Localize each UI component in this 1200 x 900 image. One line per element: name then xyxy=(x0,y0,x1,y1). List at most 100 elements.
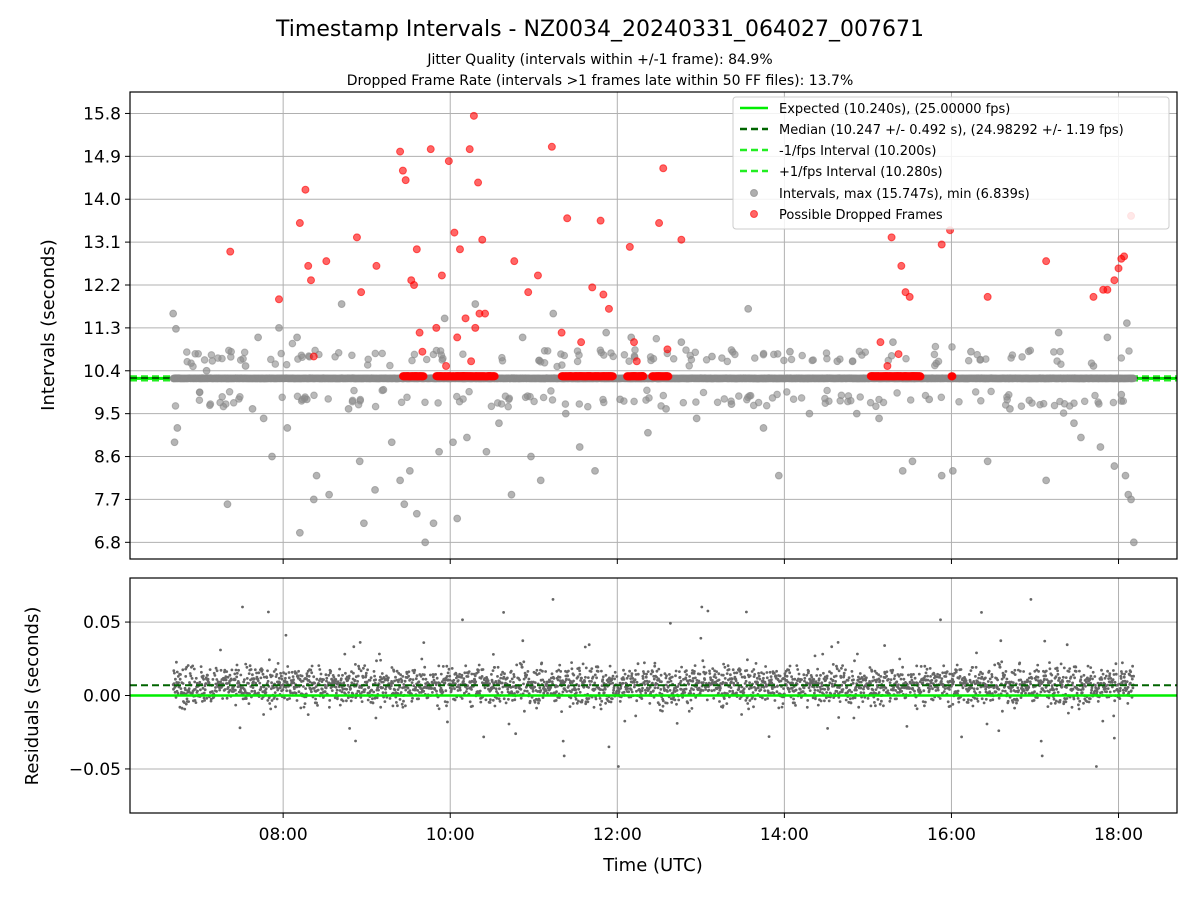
residual-point xyxy=(289,691,292,695)
residual-point xyxy=(496,675,499,678)
residual-point xyxy=(176,691,180,695)
residual-point xyxy=(302,685,305,688)
residual-point xyxy=(359,669,363,673)
residual-point xyxy=(586,676,590,679)
interval-point xyxy=(194,350,202,358)
interval-point xyxy=(727,397,735,406)
dropped-frame-point xyxy=(625,242,634,251)
interval-point xyxy=(240,348,249,357)
interval-point xyxy=(360,519,368,528)
residual-point xyxy=(173,671,176,675)
dropped-frame-point xyxy=(469,111,478,120)
residual-point xyxy=(523,709,526,713)
residual-point xyxy=(357,690,361,693)
interval-point xyxy=(241,362,250,370)
residual-point xyxy=(563,680,567,684)
residual-point xyxy=(243,678,246,681)
residual-point xyxy=(494,687,498,691)
residual-point xyxy=(458,686,462,690)
residual-point xyxy=(611,691,615,695)
interval-point xyxy=(229,399,238,407)
dropped-frame-point xyxy=(883,362,892,371)
residual-point xyxy=(245,677,249,680)
residual-point xyxy=(623,672,627,676)
residual-point xyxy=(685,673,689,676)
residual-point xyxy=(356,680,359,683)
interval-point xyxy=(1087,359,1096,368)
dropped-frame-point xyxy=(274,295,283,304)
residual-point xyxy=(604,673,608,677)
residual-point xyxy=(763,680,767,684)
interval-point xyxy=(780,356,788,365)
legend-label-plus-frame: +1/fps Interval (10.280s) xyxy=(779,165,943,180)
residual-point xyxy=(501,670,504,674)
residual-point xyxy=(314,697,317,701)
residual-point xyxy=(177,681,181,684)
residual-point xyxy=(484,698,488,702)
residual-point xyxy=(684,676,688,680)
dropped-frame-point xyxy=(437,271,446,280)
residual-point xyxy=(569,696,573,700)
interval-point xyxy=(691,348,700,357)
residual-point xyxy=(190,677,194,680)
residual-point xyxy=(262,685,266,689)
residual-point xyxy=(719,686,722,690)
residual-point xyxy=(330,677,333,681)
residual-point xyxy=(645,672,648,676)
interval-point xyxy=(727,346,736,354)
residual-point xyxy=(535,668,539,672)
residual-point xyxy=(398,698,402,701)
residual-point xyxy=(498,699,502,703)
interval-point xyxy=(195,396,204,405)
residual-point xyxy=(765,671,769,674)
residual-point xyxy=(186,664,190,667)
interval-point xyxy=(169,309,178,318)
residual-point xyxy=(346,683,350,687)
interval-point xyxy=(408,356,416,365)
dropped-frame-point xyxy=(577,338,586,347)
residual-point xyxy=(339,677,343,681)
residual-point xyxy=(701,689,705,692)
interval-point xyxy=(527,452,535,461)
interval-point xyxy=(723,357,732,366)
interval-point xyxy=(599,395,607,404)
dropped-frame-point xyxy=(352,233,361,242)
residual-point xyxy=(443,700,447,703)
interval-point xyxy=(487,402,496,411)
residual-point xyxy=(245,665,249,669)
residual-point xyxy=(748,674,752,678)
residual-point xyxy=(523,689,527,693)
residual-point xyxy=(460,673,464,677)
residual-point xyxy=(215,678,219,681)
residual-point xyxy=(293,687,296,691)
residual-point xyxy=(234,703,238,707)
residual-point xyxy=(535,673,539,676)
residual-point xyxy=(453,698,457,702)
residual-point xyxy=(626,687,630,690)
dropped-frame-point xyxy=(401,176,410,185)
residual-point xyxy=(214,666,218,670)
interval-point xyxy=(449,438,457,447)
interval-point xyxy=(268,452,276,461)
dropped-frame-point xyxy=(588,283,597,292)
interval-point xyxy=(971,388,980,396)
residual-point xyxy=(194,676,198,680)
legend-item-plus-frame: +1/fps Interval (10.280s) xyxy=(740,165,943,180)
residual-point xyxy=(635,680,639,684)
residual-point xyxy=(407,670,411,674)
interval-point xyxy=(455,397,464,406)
residual-point xyxy=(345,699,348,703)
interval-point xyxy=(282,360,291,369)
residual-point xyxy=(230,678,233,682)
residual-point xyxy=(338,703,342,707)
residual-point xyxy=(402,683,406,686)
interval-point xyxy=(708,352,716,361)
residual-point xyxy=(522,660,526,664)
residual-point xyxy=(519,696,523,700)
residual-point xyxy=(215,669,219,673)
residual-point xyxy=(602,691,606,695)
interval-point xyxy=(720,395,729,403)
residual-point xyxy=(608,664,612,668)
residual-point xyxy=(310,671,314,675)
interval-point xyxy=(743,395,751,404)
